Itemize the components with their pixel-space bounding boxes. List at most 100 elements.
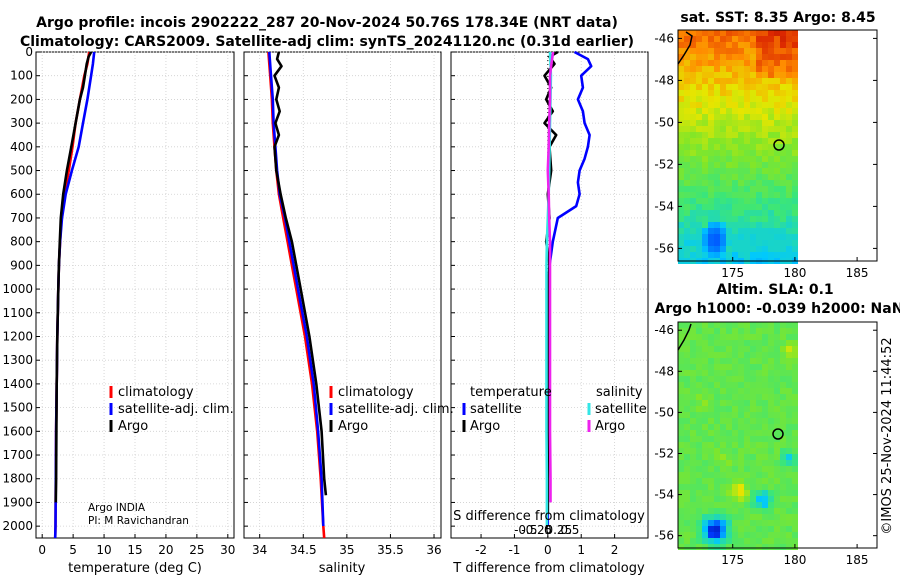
sla-cell	[702, 388, 708, 394]
sst-cell	[792, 180, 798, 186]
sst-cell	[786, 144, 792, 150]
sla-cell	[786, 532, 792, 538]
sla-cell	[786, 436, 792, 442]
sla-cell	[696, 388, 702, 394]
sla-cell	[714, 352, 720, 358]
sst-cell	[792, 252, 798, 258]
sla-cell	[696, 394, 702, 400]
sst-cell	[792, 84, 798, 90]
sst-cell	[762, 48, 768, 54]
depth-tick-label: 1400	[2, 377, 33, 391]
sla-cell	[762, 382, 768, 388]
sla-cell	[792, 460, 798, 466]
sla-cell	[720, 502, 726, 508]
sst-cell	[774, 30, 780, 36]
sla-cell	[696, 370, 702, 376]
sst-cell	[768, 120, 774, 126]
sst-cell	[744, 210, 750, 216]
sla-cell	[762, 412, 768, 418]
sla-cell	[696, 322, 702, 328]
sla-cell	[714, 376, 720, 382]
sst-cell	[696, 144, 702, 150]
sst-cell	[780, 48, 786, 54]
sst-cell	[726, 180, 732, 186]
sla-cell	[750, 490, 756, 496]
sla-cell	[726, 538, 732, 544]
sla-cell	[774, 346, 780, 352]
legend-t-argo-label: Argo	[470, 419, 500, 434]
sst-cell	[726, 36, 732, 42]
sst-cell	[708, 234, 714, 240]
sla-cell	[792, 472, 798, 478]
sla-cell	[714, 400, 720, 406]
sla-cell	[786, 454, 792, 460]
sla-cell	[678, 424, 684, 430]
sla-cell	[702, 478, 708, 484]
depth-tick-label: 1300	[2, 353, 33, 367]
sst-cell	[750, 252, 756, 258]
salinity-panel	[243, 51, 442, 539]
sla-cell	[678, 376, 684, 382]
sst-cell	[714, 108, 720, 114]
sla-cell	[702, 346, 708, 352]
sla-cell	[738, 358, 744, 364]
sst-cell	[792, 114, 798, 120]
sla-cell	[786, 496, 792, 502]
sla-coastline	[677, 323, 692, 351]
sst-cell	[756, 66, 762, 72]
sla-cell	[750, 478, 756, 484]
sla-cell	[690, 448, 696, 454]
sst-cell	[732, 150, 738, 156]
sla-cell	[786, 334, 792, 340]
sst-cell	[792, 132, 798, 138]
sst-cell	[690, 162, 696, 168]
sst-cell	[780, 186, 786, 192]
sla-cell	[744, 436, 750, 442]
sst-cell	[756, 198, 762, 204]
sst-cell	[690, 78, 696, 84]
sst-cell	[726, 48, 732, 54]
sst-cell	[744, 96, 750, 102]
sla-cell	[774, 358, 780, 364]
depth-tick-label: 0	[25, 45, 33, 59]
sla-cell	[780, 538, 786, 544]
sst-cell	[762, 126, 768, 132]
sst-cell	[738, 108, 744, 114]
sla-cell	[774, 340, 780, 346]
sla-cell	[786, 466, 792, 472]
sst-cell	[720, 90, 726, 96]
sst-cell	[756, 192, 762, 198]
sst-cell	[732, 228, 738, 234]
sla-cell	[774, 388, 780, 394]
sst-cell	[756, 222, 762, 228]
sla-cell	[696, 502, 702, 508]
sla-cell	[678, 436, 684, 442]
sla-cell	[774, 460, 780, 466]
sst-cell	[732, 72, 738, 78]
sst-cell	[738, 246, 744, 252]
sst-cell	[696, 252, 702, 258]
sla-cell	[774, 490, 780, 496]
sla-cell	[678, 388, 684, 394]
sst-cell	[690, 90, 696, 96]
sla-cell	[696, 454, 702, 460]
sst-cell	[762, 156, 768, 162]
sst-cell	[774, 144, 780, 150]
sla-cell	[702, 490, 708, 496]
sla-cell	[792, 364, 798, 370]
sla-cell	[744, 502, 750, 508]
sst-cell	[774, 72, 780, 78]
sla-cell	[726, 442, 732, 448]
sla-cell	[732, 496, 738, 502]
sst-cell	[786, 198, 792, 204]
x-tick-label: 1	[577, 543, 585, 557]
sla-cell	[726, 532, 732, 538]
sst-cell	[702, 156, 708, 162]
sst-cell	[756, 78, 762, 84]
sst-cell	[678, 210, 684, 216]
sst-cell	[738, 114, 744, 120]
sla-cell	[738, 328, 744, 334]
sla-cell	[774, 376, 780, 382]
sst-cell	[750, 234, 756, 240]
sst-cell	[690, 54, 696, 60]
